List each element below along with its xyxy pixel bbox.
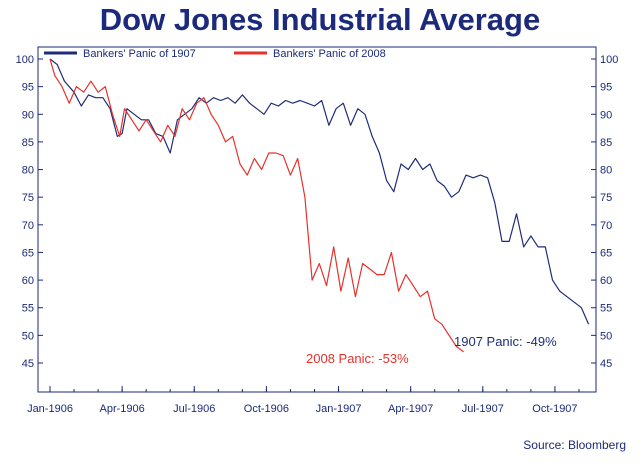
y-tick-label-left: 55: [22, 303, 34, 315]
y-tick-label-left: 65: [22, 247, 34, 259]
plot-frame: [37, 46, 597, 393]
y-tick-label-left: 95: [22, 82, 34, 94]
series-line-1907: [49, 58, 590, 325]
y-tick-label-right: 85: [600, 137, 612, 149]
y-tick-label-left: 60: [22, 275, 34, 287]
y-tick-label-left: 80: [22, 165, 34, 177]
legend-label: Bankers' Panic of 2008: [273, 48, 386, 60]
y-tick-label-right: 55: [600, 303, 612, 315]
y-tick-label-left: 90: [22, 109, 34, 121]
y-tick-label-left: 75: [22, 192, 34, 204]
y-tick-label-right: 60: [600, 275, 612, 287]
y-tick-label-left: 45: [22, 358, 34, 370]
source-credit: Source: Bloomberg: [523, 438, 626, 452]
y-tick-label-right: 75: [600, 192, 612, 204]
y-tick-label-right: 65: [600, 247, 612, 259]
y-tick-label-left: 85: [22, 137, 34, 149]
y-tick-label-right: 80: [600, 165, 612, 177]
x-tick-label: Oct-1907: [532, 403, 577, 415]
y-tick-label-right: 100: [600, 54, 618, 66]
x-tick-label: Apr-1907: [388, 403, 433, 415]
y-tick-label-right: 50: [600, 330, 612, 342]
x-tick-label: Oct-1906: [244, 403, 289, 415]
chart-title: Dow Jones Industrial Average: [99, 2, 541, 37]
legend-label: Bankers' Panic of 1907: [83, 48, 196, 60]
y-tick-label-right: 90: [600, 109, 612, 121]
y-tick-label-left: 100: [16, 54, 34, 66]
x-tick-label: Jul-1906: [173, 403, 215, 415]
y-tick-label-right: 45: [600, 358, 612, 370]
y-tick-label-left: 70: [22, 220, 34, 232]
y-tick-label-right: 95: [600, 82, 612, 94]
x-tick-label: Jan-1907: [316, 403, 362, 415]
x-tick-label: Jul-1907: [462, 403, 504, 415]
x-tick-label: Jan-1906: [27, 403, 73, 415]
y-tick-label-right: 70: [600, 220, 612, 232]
annotation-2008: 2008 Panic: -53%: [306, 351, 409, 366]
annotation-1907: 1907 Panic: -49%: [454, 334, 557, 349]
y-tick-label-left: 50: [22, 330, 34, 342]
series-line-2008: [49, 58, 464, 353]
x-tick-label: Apr-1906: [100, 403, 145, 415]
